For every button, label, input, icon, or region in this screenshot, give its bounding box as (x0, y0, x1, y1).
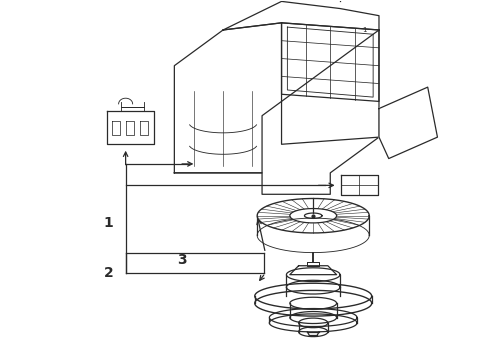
Polygon shape (341, 175, 378, 195)
Text: 2: 2 (104, 266, 114, 280)
Polygon shape (290, 266, 337, 275)
Text: 3: 3 (177, 253, 187, 267)
Polygon shape (174, 23, 282, 173)
Text: 1: 1 (362, 27, 367, 33)
Polygon shape (223, 1, 379, 30)
Polygon shape (379, 87, 438, 158)
Polygon shape (282, 30, 379, 144)
Polygon shape (282, 23, 379, 102)
Polygon shape (107, 111, 154, 144)
Text: 1: 1 (104, 216, 114, 230)
